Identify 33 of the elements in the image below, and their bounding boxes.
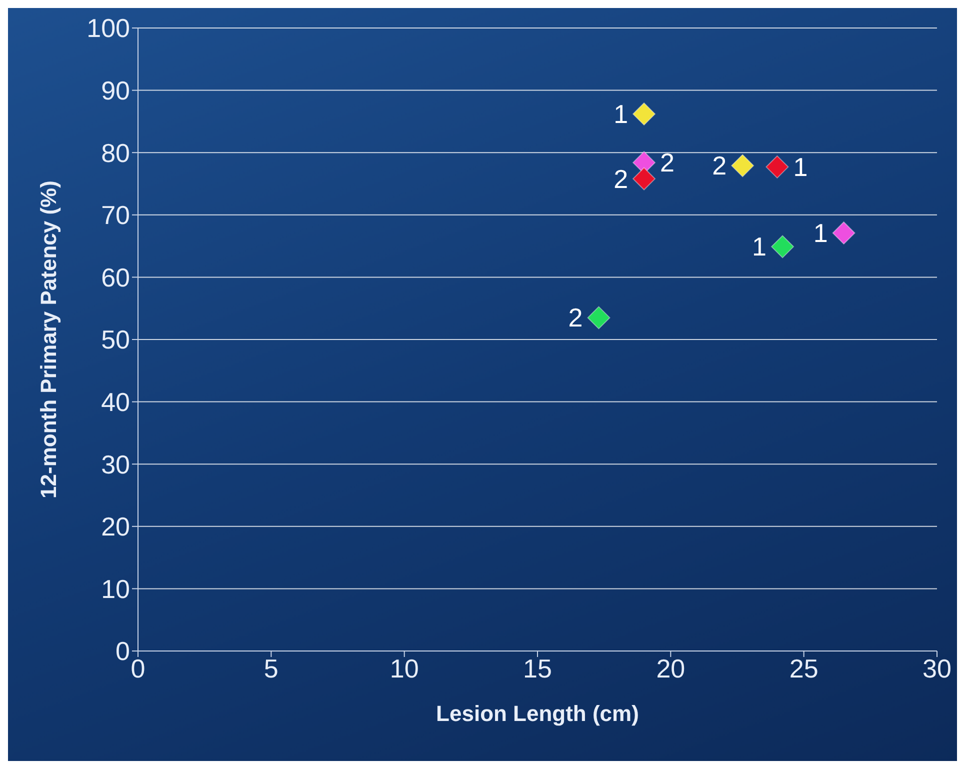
x-tick-label: 25 <box>789 653 818 684</box>
point <box>832 221 856 244</box>
y-tick-label: 10 <box>101 574 130 604</box>
y-axis-title: 12-month Primary Patency (%) <box>36 180 61 498</box>
point <box>632 167 656 190</box>
annotation: 1 <box>793 152 808 182</box>
x-tick-label: 10 <box>390 653 419 684</box>
annotation: 2 <box>660 148 674 178</box>
y-tick-label: 90 <box>101 76 130 106</box>
point <box>766 155 789 178</box>
y-tick-label: 60 <box>101 262 130 292</box>
point <box>731 154 754 178</box>
y-tick-label: 50 <box>101 324 130 355</box>
x-axis-title: Lesion Length (cm) <box>436 701 639 726</box>
x-tick-label: 5 <box>264 653 278 684</box>
y-tick-label: 20 <box>101 512 130 542</box>
annotation: 1 <box>614 98 628 129</box>
y-tick-label: 70 <box>101 200 130 230</box>
x-tick-label: 20 <box>656 653 686 684</box>
point <box>632 102 656 126</box>
annotation: 1 <box>813 218 828 248</box>
x-tick-label: 30 <box>922 653 952 684</box>
y-tick-label: 30 <box>101 449 130 480</box>
x-tick-label: 15 <box>523 653 552 684</box>
annotation: 2 <box>568 302 583 333</box>
annotation: 2 <box>614 164 628 194</box>
annotation: 1 <box>752 232 767 262</box>
y-tick-label: 40 <box>101 387 130 418</box>
point <box>587 306 610 330</box>
annotation: 2 <box>712 150 727 181</box>
y-tick-label: 80 <box>101 138 130 168</box>
point <box>771 235 794 258</box>
y-tick-label: 100 <box>86 13 130 44</box>
